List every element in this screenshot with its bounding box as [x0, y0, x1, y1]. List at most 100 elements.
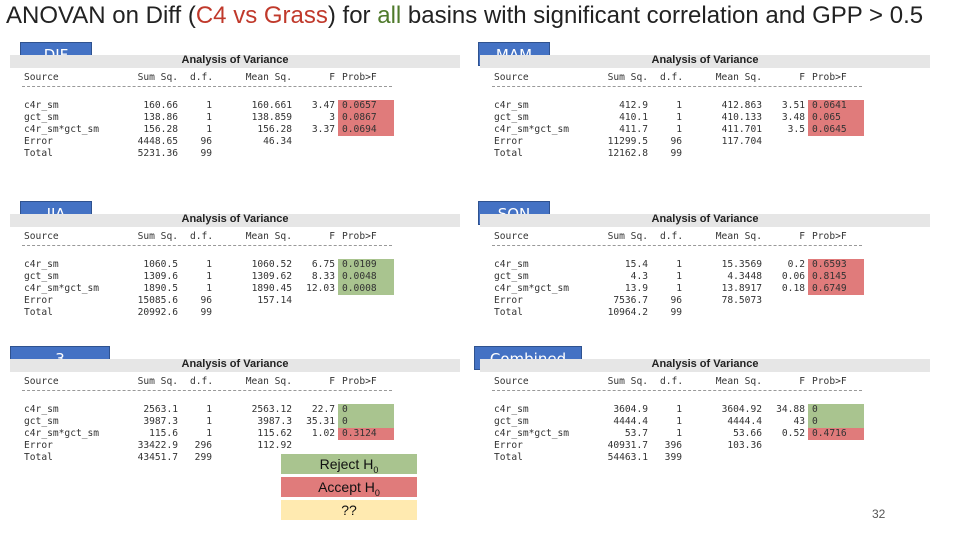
table-divider: [492, 245, 862, 246]
table-cell: 3.48: [781, 112, 805, 123]
table-cell: 156.28: [257, 124, 292, 135]
table-cell: 0.6749: [812, 283, 847, 294]
table-cell: 296: [194, 440, 212, 451]
table-divider: [22, 390, 392, 391]
column-header: Prob>F: [812, 72, 847, 83]
column-header: Source: [494, 231, 529, 242]
significance-highlight: [338, 283, 394, 295]
table-cell: 112.92: [257, 440, 292, 451]
table-cell: 1: [206, 100, 212, 111]
significance-highlight: [808, 259, 864, 271]
table-cell: 0: [342, 416, 348, 427]
table-cell: 138.86: [143, 112, 178, 123]
table-cell: 0.0048: [342, 271, 377, 282]
panel-header-bar: [10, 359, 460, 372]
table-cell: 0.18: [781, 283, 805, 294]
table-cell: 3604.92: [721, 404, 762, 415]
significance-highlight: [808, 100, 864, 112]
legend-unknown: ??: [281, 500, 417, 520]
column-header: Prob>F: [342, 231, 377, 242]
panel-header-bar: [480, 55, 930, 68]
table-cell: 0.06: [781, 271, 805, 282]
table-cell: 20992.6: [137, 307, 178, 318]
table-cell: 0.4716: [812, 428, 847, 439]
table-cell: 8.33: [311, 271, 335, 282]
table-cell: Error: [494, 440, 523, 451]
table-cell: 1: [206, 259, 212, 270]
anova-panel-2: Analysis of Variance Source Sum Sq. d.f. Mea…: [10, 211, 460, 326]
column-header: d.f.: [660, 231, 684, 242]
legend-reject-h0: Reject H0: [281, 454, 417, 475]
table-cell: 4444.4: [613, 416, 648, 427]
table-cell: 6.75: [311, 259, 335, 270]
table-cell: Total: [24, 307, 53, 318]
table-cell: 396: [664, 440, 682, 451]
table-divider: [22, 86, 392, 87]
column-header: Mean Sq.: [245, 231, 292, 242]
table-cell: 410.1: [619, 112, 648, 123]
significance-highlight: [338, 271, 394, 283]
significance-highlight: [808, 404, 864, 416]
table-cell: 0.0008: [342, 283, 377, 294]
table-cell: 1: [676, 271, 682, 282]
column-header: Sum Sq.: [137, 72, 178, 83]
table-cell: 4448.65: [137, 136, 178, 147]
significance-highlight: [338, 112, 394, 124]
panel-header-bar: [480, 214, 930, 227]
anova-panel-1: Analysis of Variance Source Sum Sq. d.f. Mea…: [480, 52, 930, 167]
table-cell: 138.859: [251, 112, 292, 123]
column-header: Prob>F: [812, 231, 847, 242]
table-cell: c4r_sm: [494, 404, 529, 415]
table-cell: Error: [494, 295, 523, 306]
table-cell: 410.133: [721, 112, 762, 123]
table-cell: 160.66: [143, 100, 178, 111]
table-cell: 117.704: [721, 136, 762, 147]
column-header: Mean Sq.: [245, 72, 292, 83]
table-cell: 99: [670, 307, 682, 318]
table-cell: 0: [342, 404, 348, 415]
column-header: Prob>F: [812, 376, 847, 387]
table-cell: 0.0657: [342, 100, 377, 111]
table-cell: 33422.9: [137, 440, 178, 451]
significance-highlight: [338, 100, 394, 112]
table-cell: 99: [200, 307, 212, 318]
column-header: Source: [24, 231, 59, 242]
table-cell: 5231.36: [137, 148, 178, 159]
table-cell: 411.701: [721, 124, 762, 135]
table-cell: c4r_sm*gct_sm: [494, 428, 570, 439]
table-cell: 0.6593: [812, 259, 847, 270]
table-cell: 1: [676, 259, 682, 270]
table-cell: 22.7: [311, 404, 335, 415]
table-cell: Error: [24, 440, 53, 451]
table-cell: 299: [194, 452, 212, 463]
table-cell: Total: [24, 148, 53, 159]
panel-heading: Analysis of Variance: [181, 358, 289, 370]
table-cell: 1060.5: [143, 259, 178, 270]
column-header: d.f.: [190, 376, 214, 387]
table-cell: 1: [676, 404, 682, 415]
column-header: d.f.: [660, 376, 684, 387]
table-cell: 1: [676, 100, 682, 111]
column-header: d.f.: [190, 231, 214, 242]
table-cell: 0.3124: [342, 428, 377, 439]
table-cell: gct_sm: [494, 416, 529, 427]
table-cell: 96: [200, 295, 212, 306]
significance-highlight: [808, 428, 864, 440]
table-cell: 3987.3: [143, 416, 178, 427]
table-cell: 0.8145: [812, 271, 847, 282]
significance-highlight: [338, 404, 394, 416]
significance-highlight: [808, 416, 864, 428]
table-cell: 3987.3: [257, 416, 292, 427]
table-cell: 157.14: [257, 295, 292, 306]
table-cell: 1060.52: [251, 259, 292, 270]
table-cell: 115.62: [257, 428, 292, 439]
significance-highlight: [338, 428, 394, 440]
table-cell: c4r_sm: [494, 259, 529, 270]
table-cell: 53.7: [624, 428, 648, 439]
table-cell: Error: [494, 136, 523, 147]
table-cell: 156.28: [143, 124, 178, 135]
table-cell: 1: [676, 428, 682, 439]
table-cell: 0.0641: [812, 100, 847, 111]
table-cell: 0.0109: [342, 259, 377, 270]
significance-highlight: [808, 124, 864, 136]
